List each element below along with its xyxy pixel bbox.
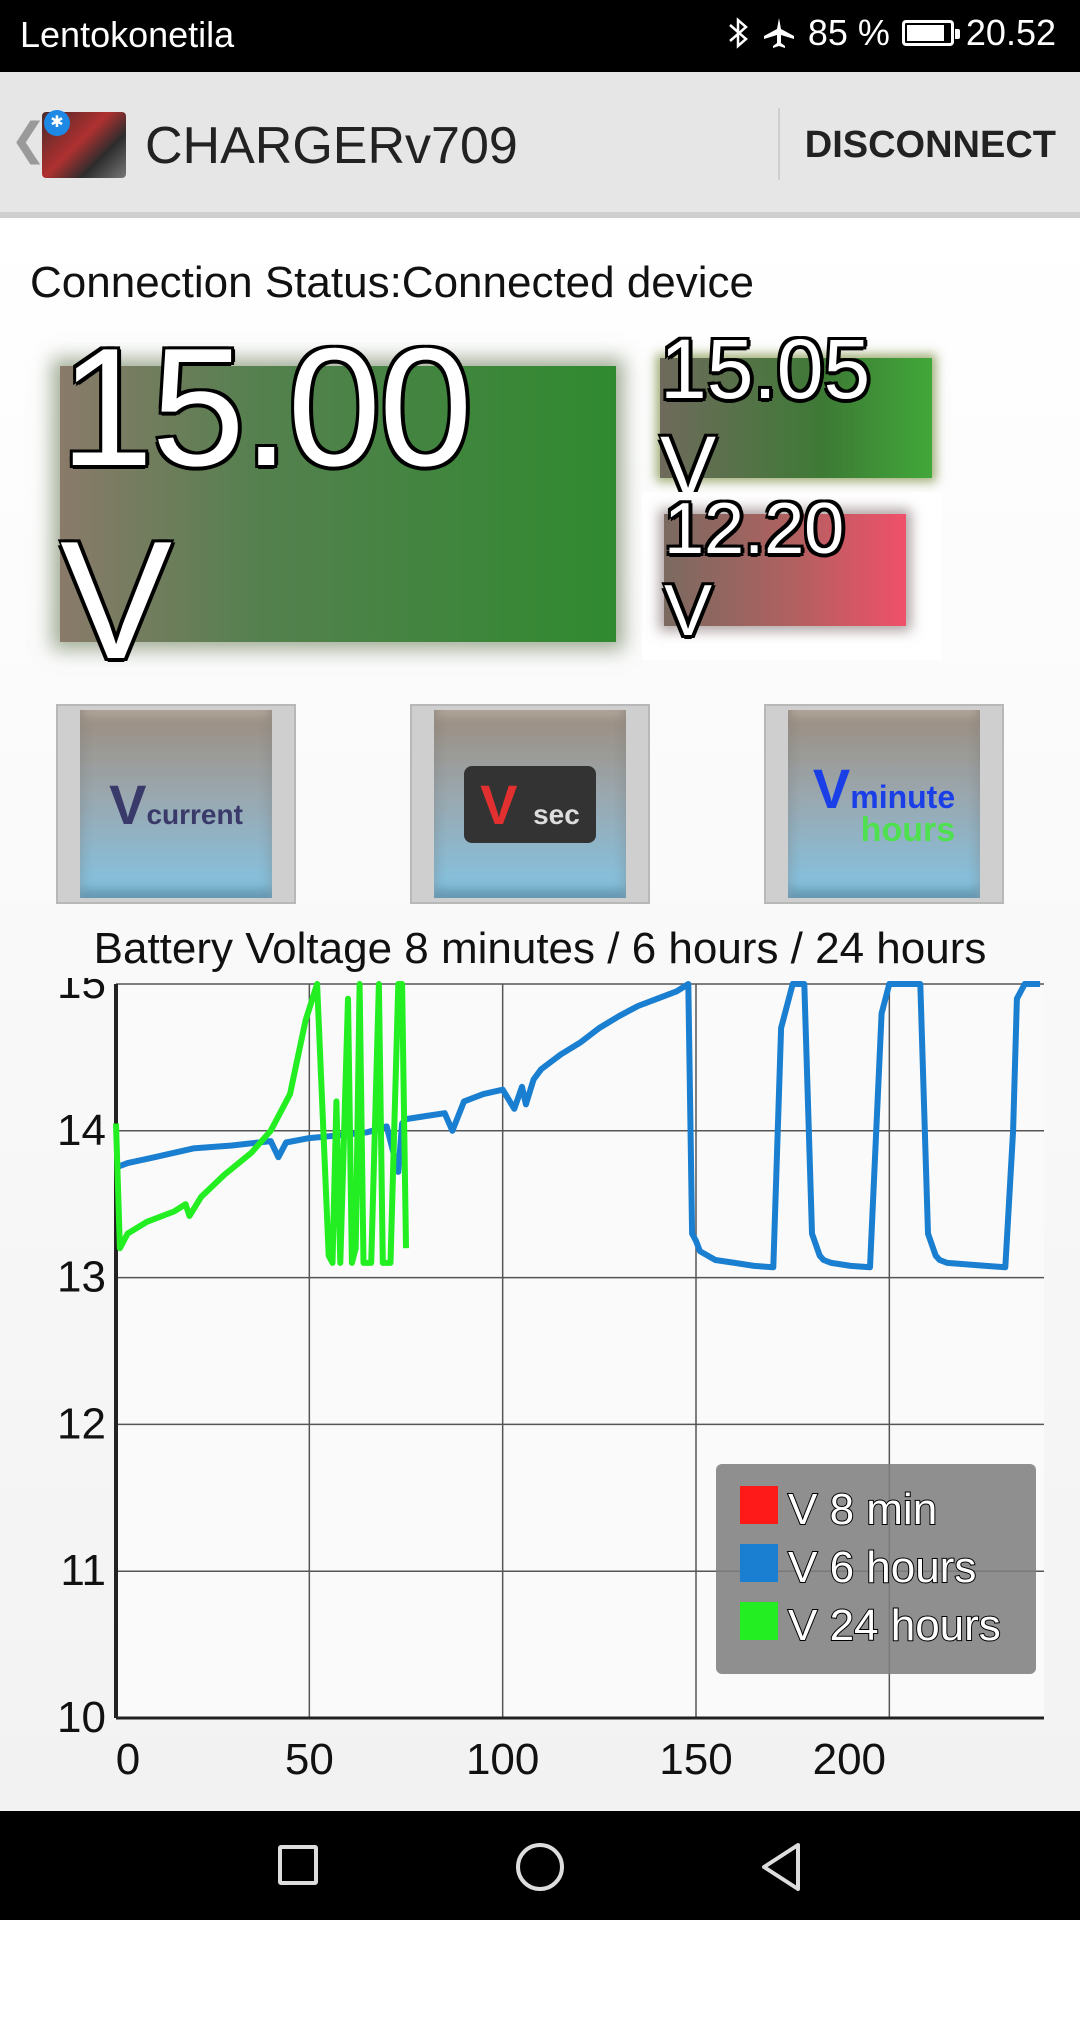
legend-label: V 6 hours <box>788 1543 976 1592</box>
back-triangle-icon[interactable] <box>756 1841 806 1893</box>
app-title: CHARGERv709 <box>145 117 518 175</box>
v-current-button[interactable]: Vcurrent <box>56 704 296 904</box>
v-minute-label: Vminute hours <box>813 761 956 849</box>
y-tick-label: 10 <box>57 1693 106 1742</box>
v-sec-button-face: V sec <box>434 710 626 898</box>
battery-percent: 85 % <box>807 12 890 53</box>
home-circle-icon[interactable] <box>516 1843 564 1891</box>
x-tick-label: 200 <box>813 1735 886 1784</box>
legend-swatch <box>740 1486 778 1524</box>
x-tick-label: 100 <box>466 1735 539 1784</box>
series-line <box>113 981 409 1266</box>
v-sec-sub: sec <box>533 798 580 830</box>
v-sec-label: V sec <box>464 765 596 843</box>
airplane-mode-icon <box>763 18 794 48</box>
legend-swatch <box>740 1602 778 1640</box>
recents-square-icon[interactable] <box>278 1845 318 1885</box>
y-tick-label: 13 <box>57 1253 106 1302</box>
v-current-label: Vcurrent <box>109 772 243 837</box>
v-current-letter: V <box>109 772 147 836</box>
bluetooth-badge-icon: ✱ <box>44 110 70 136</box>
legend-box <box>716 1464 1036 1674</box>
v-minute-letter: V <box>812 757 851 820</box>
x-tick-label: 0 <box>116 1735 140 1784</box>
max-voltage-display: 15.05 V <box>660 322 932 513</box>
x-tick-label: 50 <box>285 1735 334 1784</box>
y-tick-label: 14 <box>57 1106 106 1155</box>
v-current-button-face: Vcurrent <box>80 710 272 898</box>
y-tick-label: 11 <box>60 1546 106 1595</box>
x-tick-label: 150 <box>659 1735 732 1784</box>
clock: 20.52 <box>965 12 1056 53</box>
v-minute-sub: minute <box>850 779 956 815</box>
battery-level <box>906 25 945 41</box>
navigation-bar <box>0 1811 1080 1920</box>
v-minute-button-face: Vminute hours <box>788 710 980 898</box>
back-chevron-icon[interactable]: ❮ <box>10 115 47 164</box>
status-carrier: Lentokonetila <box>20 14 235 55</box>
app-bar: ❮ ✱ CHARGERv709 DISCONNECT <box>0 72 1080 218</box>
v-hours-sub: hours <box>860 811 956 849</box>
status-right: 85 % 20.52 <box>726 12 1056 54</box>
v-sec-button[interactable]: V sec <box>410 704 650 904</box>
main-content: Connection Status:Connected device 15.00… <box>0 218 1080 1811</box>
legend-swatch <box>740 1544 778 1582</box>
legend-label: V 8 min <box>788 1485 937 1534</box>
v-minute-hours-button[interactable]: Vminute hours <box>764 704 1004 904</box>
status-bar: Lentokonetila 85 % 20.52 <box>0 0 1080 72</box>
app-bar-divider <box>778 108 780 180</box>
min-voltage-display: 12.20 V <box>664 489 906 651</box>
current-voltage-display: 15.00 V <box>60 313 616 694</box>
bluetooth-icon <box>729 17 748 49</box>
legend-label: V 24 hours <box>788 1601 1001 1650</box>
y-tick-label: 15 <box>57 978 106 1008</box>
battery-icon <box>901 20 960 46</box>
v-current-sub: current <box>146 798 243 830</box>
disconnect-button[interactable]: DISCONNECT <box>804 124 1056 166</box>
y-tick-label: 12 <box>57 1399 106 1448</box>
chart-title: Battery Voltage 8 minutes / 6 hours / 24… <box>93 924 987 973</box>
v-sec-letter: V <box>480 772 518 836</box>
connection-status: Connection Status:Connected device <box>30 258 755 307</box>
